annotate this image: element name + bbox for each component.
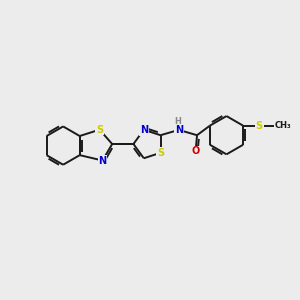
Text: H: H — [174, 117, 181, 126]
Text: CH₃: CH₃ — [274, 121, 291, 130]
Text: N: N — [140, 125, 148, 135]
Text: N: N — [175, 125, 183, 135]
Text: S: S — [256, 121, 263, 130]
Text: O: O — [191, 146, 200, 156]
Text: S: S — [96, 125, 103, 135]
Text: S: S — [157, 148, 164, 158]
Text: N: N — [98, 155, 106, 166]
